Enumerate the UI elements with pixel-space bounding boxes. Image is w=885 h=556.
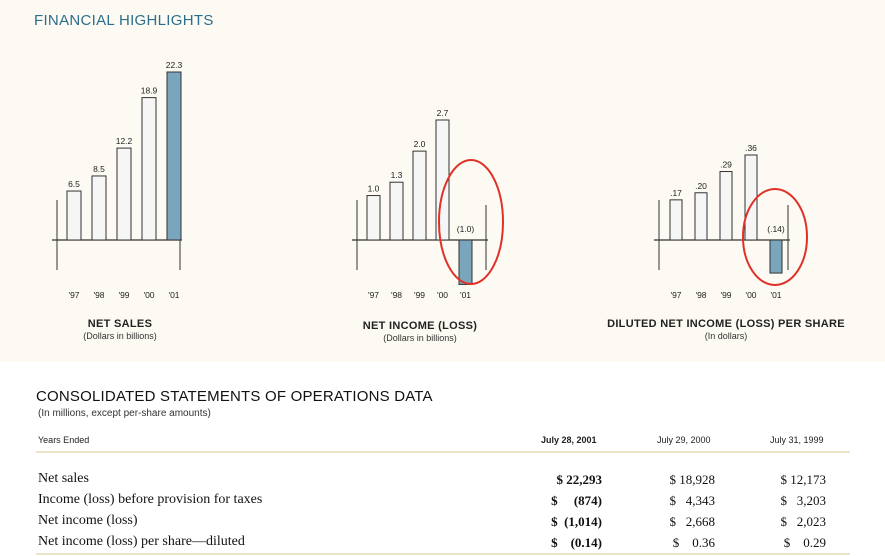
- data-label: .36: [745, 143, 757, 153]
- years-ended-label: Years Ended: [38, 435, 90, 445]
- annotation-circle: [742, 188, 808, 286]
- table-cell: $ 3,203: [780, 493, 827, 508]
- chart-bar: [166, 71, 182, 241]
- x-tick-label: '97: [68, 290, 79, 300]
- table-cell: $ (1,014): [551, 514, 602, 529]
- data-label: .20: [695, 181, 707, 191]
- footer-rule: [36, 553, 850, 555]
- table-cell: $ 0.29: [783, 535, 826, 550]
- header-rule: [36, 451, 850, 453]
- column-header-2000: July 29, 2000: [657, 435, 711, 445]
- chart-bar: [141, 97, 157, 241]
- x-tick-label: '01: [460, 290, 471, 300]
- data-label: .17: [670, 188, 682, 198]
- chart-bar: [669, 199, 683, 241]
- chart-bar: [66, 190, 82, 241]
- data-label: 22.3: [166, 60, 183, 70]
- chart-bar: [719, 171, 733, 241]
- chart-subtitle: (Dollars in billions): [383, 333, 457, 343]
- x-tick-label: '98: [93, 290, 104, 300]
- x-tick-label: '97: [368, 290, 379, 300]
- table-cell: $ 18,928: [669, 472, 716, 487]
- chart-bar: [412, 150, 427, 241]
- chart-bar: [458, 239, 473, 285]
- chart-caption-net-income: NET INCOME (LOSS) (Dollars in billions): [290, 320, 550, 343]
- data-label: (1.0): [457, 224, 475, 234]
- chart-bar: [91, 175, 107, 241]
- x-tick-label: '00: [143, 290, 154, 300]
- data-label: 1.3: [391, 170, 403, 180]
- chart-bar: [366, 195, 381, 241]
- chart-caption-eps: DILUTED NET INCOME (LOSS) PER SHARE (In …: [596, 318, 856, 341]
- operations-title: CONSOLIDATED STATEMENTS OF OPERATIONS DA…: [36, 388, 433, 405]
- chart-subtitle: (In dollars): [704, 331, 748, 341]
- data-label: .29: [720, 160, 732, 170]
- x-tick-label: '01: [770, 290, 781, 300]
- data-label: 2.0: [414, 139, 426, 149]
- x-tick-label: '97: [670, 290, 681, 300]
- annotation-circle: [438, 159, 504, 285]
- table-cell: $ 4,343: [669, 493, 716, 508]
- x-tick-label: '00: [437, 290, 448, 300]
- row-label-eps-diluted: Net income (loss) per share—diluted: [38, 534, 245, 549]
- x-tick-label: '98: [695, 290, 706, 300]
- data-label: (.14): [767, 224, 785, 234]
- column-header-2001: July 28, 2001: [541, 435, 597, 445]
- chart-title: NET INCOME (LOSS): [362, 320, 478, 332]
- x-tick-label: '99: [720, 290, 731, 300]
- chart-bar: [744, 154, 758, 241]
- chart-bar: [694, 192, 708, 241]
- chart-bar: [116, 147, 132, 241]
- chart-bar: [769, 239, 783, 274]
- table-cell: $ 0.36: [672, 535, 715, 550]
- row-label-income-before-taxes: Income (loss) before provision for taxes: [38, 492, 263, 507]
- column-header-1999: July 31, 1999: [770, 435, 824, 445]
- chart-bar: [389, 181, 404, 241]
- x-tick-label: '00: [745, 290, 756, 300]
- table-cell: $ (874): [551, 493, 602, 508]
- table-cell: $ 2,023: [780, 514, 827, 529]
- data-label: 18.9: [141, 86, 158, 96]
- x-tick-label: '98: [391, 290, 402, 300]
- section-title: FINANCIAL HIGHLIGHTS: [34, 12, 214, 29]
- chart-caption-net-sales: NET SALES (Dollars in billions): [0, 318, 250, 341]
- chart-subtitle: (Dollars in billions): [83, 331, 157, 341]
- operations-subtitle: (In millions, except per-share amounts): [38, 408, 211, 419]
- table-cell: $ 12,173: [780, 472, 827, 487]
- x-tick-label: '01: [168, 290, 179, 300]
- data-label: 2.7: [437, 108, 449, 118]
- x-tick-label: '99: [414, 290, 425, 300]
- table-cell: $ 22,293: [556, 472, 603, 487]
- data-label: 6.5: [68, 179, 80, 189]
- data-label: 8.5: [93, 164, 105, 174]
- table-cell: $ 2,668: [669, 514, 716, 529]
- x-tick-label: '99: [118, 290, 129, 300]
- chart-title: NET SALES: [87, 318, 153, 330]
- data-label: 12.2: [116, 136, 133, 146]
- chart-title: DILUTED NET INCOME (LOSS) PER SHARE: [607, 318, 845, 330]
- highlight-charts: 6.5 '97 8.5 '98 12.2 '99 18.9 '00 22.3 '01 1.0 '97 1…: [52, 60, 808, 300]
- row-label-net-sales: Net sales: [38, 471, 89, 486]
- row-label-net-income: Net income (loss): [38, 513, 138, 528]
- table-cell: $ (0.14): [551, 535, 602, 550]
- data-label: 1.0: [368, 184, 380, 194]
